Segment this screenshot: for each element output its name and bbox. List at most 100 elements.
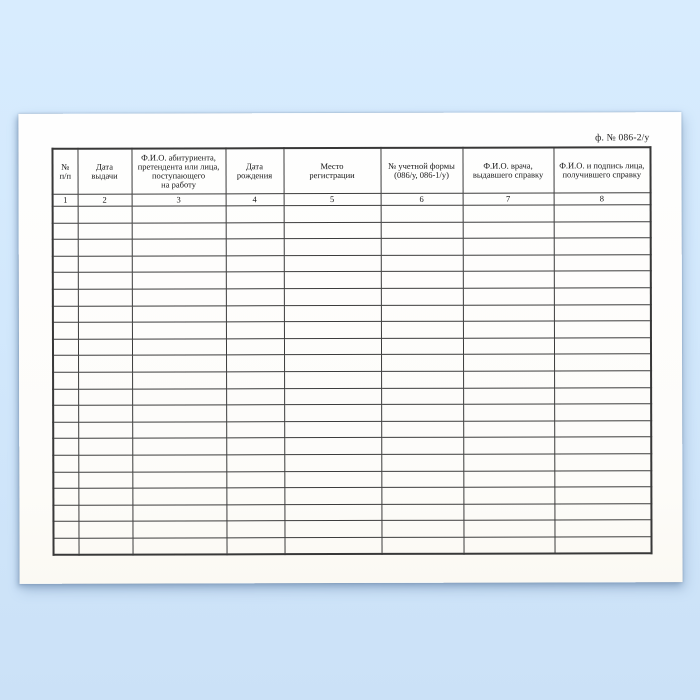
table-cell	[52, 222, 78, 240]
table-cell	[226, 487, 285, 505]
table-cell	[53, 421, 79, 439]
table-cell	[77, 338, 133, 356]
table-row	[53, 387, 652, 406]
table-cell	[77, 222, 132, 240]
table-body	[52, 204, 652, 556]
table-cell	[52, 239, 78, 257]
table-cell	[462, 337, 555, 355]
table-cell	[381, 354, 464, 372]
table-cell	[463, 370, 555, 388]
table-row	[52, 254, 651, 273]
table-header-row: № п/п Дата выдачи Ф.И.О. абитуриента, пр…	[52, 147, 651, 195]
table-cell	[463, 404, 555, 421]
table-cell	[53, 455, 79, 472]
table-cell	[52, 255, 78, 273]
table-cell	[284, 470, 382, 488]
table-cell	[463, 437, 555, 455]
table-cell	[553, 337, 652, 355]
table-cell	[53, 488, 79, 505]
table-cell	[132, 355, 227, 373]
table-cell	[53, 405, 79, 422]
table-cell	[553, 304, 651, 322]
table-row	[52, 304, 651, 323]
table-cell	[462, 221, 554, 239]
table-cell	[225, 305, 284, 322]
table-row	[53, 503, 652, 522]
table-cell	[78, 421, 133, 439]
table-cell	[284, 437, 382, 455]
table-cell	[132, 421, 227, 439]
table-cell	[381, 470, 464, 488]
column-header-doctor-name: Ф.И.О. врача, выдавшего справку	[462, 147, 554, 194]
table-cell	[380, 238, 463, 256]
table-cell	[225, 338, 285, 356]
table-cell	[554, 503, 652, 521]
table-cell	[52, 289, 78, 306]
table-row	[53, 486, 652, 505]
column-number: 6	[380, 193, 463, 206]
table-cell	[554, 470, 652, 488]
table-cell	[77, 239, 132, 256]
table-cell	[78, 372, 133, 389]
table-cell	[77, 289, 132, 306]
table-cell	[380, 254, 463, 272]
table-cell	[77, 322, 132, 339]
table-cell	[380, 221, 463, 239]
table-cell	[132, 371, 227, 389]
table-cell	[554, 387, 652, 405]
table-cell	[381, 520, 464, 538]
table-cell	[462, 271, 554, 289]
table-cell	[225, 272, 284, 289]
table-cell	[53, 438, 79, 456]
table-cell	[284, 387, 382, 405]
table-cell	[462, 238, 554, 255]
table-cell	[226, 454, 285, 472]
table-cell	[284, 520, 382, 538]
table-cell	[131, 205, 226, 223]
table-cell	[554, 403, 652, 421]
table-cell	[553, 320, 651, 338]
table-cell	[132, 471, 227, 489]
table-cell	[554, 437, 652, 454]
table-cell	[553, 237, 651, 255]
column-number: 8	[553, 192, 651, 205]
column-header-birth-date: Дата рождения	[225, 148, 284, 194]
table-cell	[131, 338, 227, 356]
table-cell	[554, 354, 652, 371]
table-cell	[131, 222, 226, 240]
column-header-issue-date: Дата выдачи	[77, 148, 132, 195]
table-cell	[52, 272, 78, 290]
table-cell	[78, 537, 133, 556]
table-cell	[463, 354, 555, 372]
table-cell	[284, 454, 382, 472]
table-row	[53, 470, 652, 489]
table-cell	[554, 420, 652, 438]
column-number: 2	[77, 194, 132, 207]
table-cell	[380, 288, 463, 305]
table-cell	[132, 438, 227, 455]
table-row	[53, 354, 652, 373]
table-cell	[226, 355, 285, 372]
table-cell	[53, 504, 79, 522]
table-cell	[381, 503, 464, 521]
table-cell	[78, 454, 133, 472]
table-cell	[463, 536, 555, 555]
table-cell	[226, 421, 285, 439]
table-cell	[381, 487, 464, 505]
table-cell	[225, 238, 284, 256]
table-cell	[283, 338, 382, 356]
table-cell	[77, 206, 132, 223]
table-row	[52, 287, 651, 306]
table-cell	[132, 404, 227, 422]
table-cell	[381, 420, 464, 438]
document-page: ф. № 086-2/у № п/п Дата выдачи Ф.И.О. аб…	[18, 112, 683, 584]
table-cell	[284, 354, 382, 372]
table-row	[52, 337, 652, 356]
table-cell	[380, 205, 463, 223]
table-cell	[225, 205, 284, 223]
table-cell	[381, 387, 464, 405]
table-row	[52, 221, 651, 240]
table-cell	[283, 255, 381, 273]
table-cell	[463, 453, 555, 471]
